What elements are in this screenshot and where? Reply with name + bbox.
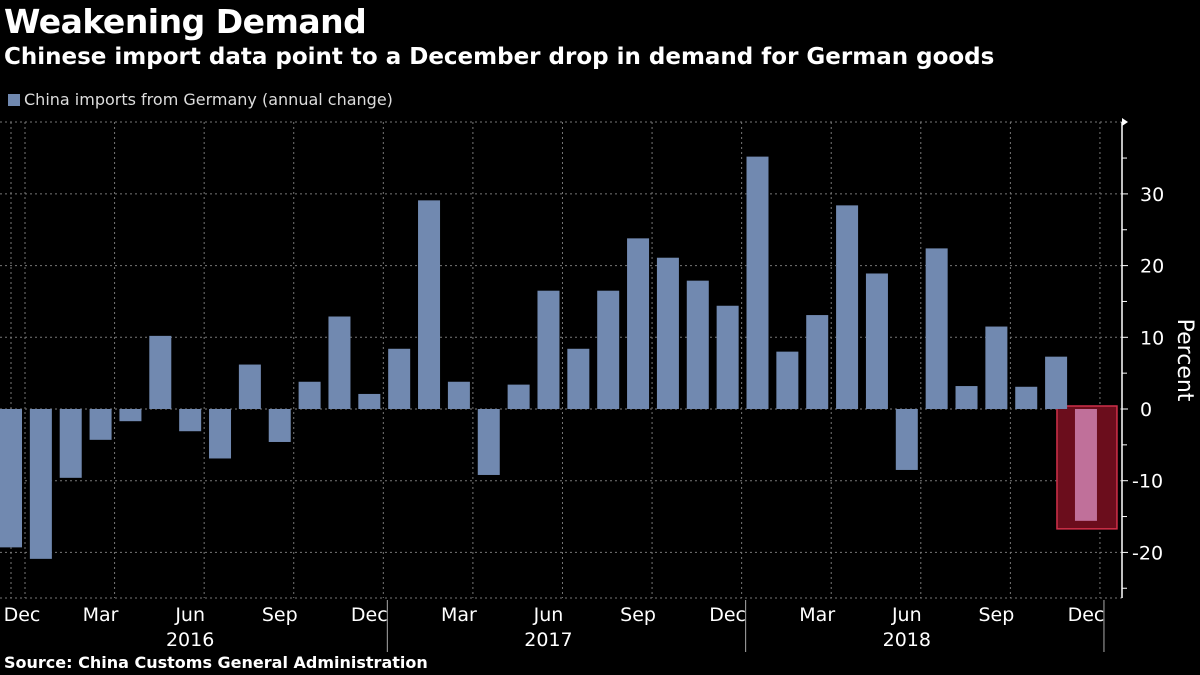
bar xyxy=(925,248,948,409)
y-tick-label: 0 xyxy=(1140,399,1152,421)
bar xyxy=(358,393,381,409)
x-tick-label: Jun xyxy=(533,604,564,626)
bar xyxy=(268,409,291,442)
x-tick-label: Dec xyxy=(351,604,388,626)
bar xyxy=(507,384,530,409)
bar xyxy=(298,381,321,409)
legend-label: China imports from Germany (annual chang… xyxy=(24,90,393,109)
legend-swatch xyxy=(8,93,20,106)
bar xyxy=(238,364,261,409)
bar xyxy=(59,409,82,478)
x-tick-label: Dec xyxy=(709,604,746,626)
bar xyxy=(1074,409,1097,521)
bar xyxy=(627,238,650,409)
bar xyxy=(806,315,829,409)
x-tick-label: Dec xyxy=(4,604,41,626)
bar xyxy=(179,409,202,432)
bar xyxy=(418,200,441,409)
bar xyxy=(955,386,978,409)
source-note: Source: China Customs General Administra… xyxy=(4,653,428,672)
x-tick-label: Sep xyxy=(620,604,656,626)
y-axis-arrow xyxy=(1122,118,1128,126)
y-tick-label: 10 xyxy=(1140,327,1164,349)
bar xyxy=(836,205,859,409)
x-tick-label: Mar xyxy=(799,604,835,626)
chart-subtitle: Chinese import data point to a December … xyxy=(4,44,995,70)
legend: China imports from Germany (annual chang… xyxy=(8,90,393,109)
bar xyxy=(985,326,1008,409)
bar xyxy=(388,348,411,409)
x-tick-label: Sep xyxy=(262,604,298,626)
y-tick-label: -10 xyxy=(1132,471,1163,493)
x-tick-label: Jun xyxy=(891,604,922,626)
x-tick-label: Dec xyxy=(1068,604,1105,626)
bar xyxy=(89,409,112,440)
bar xyxy=(29,409,52,559)
x-tick-label: Mar xyxy=(441,604,477,626)
bar xyxy=(776,351,799,409)
y-tick-label: 30 xyxy=(1140,184,1164,206)
y-axis-label: Percent xyxy=(1172,319,1197,402)
x-tick-label: Jun xyxy=(174,604,205,626)
bar xyxy=(1015,386,1038,409)
bar xyxy=(119,409,142,422)
bar xyxy=(716,305,739,409)
year-label: 2016 xyxy=(166,629,214,651)
x-tick-label: Mar xyxy=(83,604,119,626)
chart-title: Weakening Demand xyxy=(4,2,367,41)
y-tick-label: -20 xyxy=(1132,542,1163,564)
bar xyxy=(597,290,620,409)
bar xyxy=(537,290,560,409)
bar xyxy=(895,409,918,470)
bar xyxy=(0,409,22,548)
bar xyxy=(328,316,351,409)
bar xyxy=(1045,356,1068,409)
bar xyxy=(746,156,769,409)
bar xyxy=(447,381,470,409)
year-label: 2017 xyxy=(524,629,572,651)
bar xyxy=(209,409,232,459)
bar xyxy=(149,335,172,409)
bar xyxy=(656,257,679,409)
bar xyxy=(686,280,709,409)
bar xyxy=(865,273,888,409)
year-label: 2018 xyxy=(883,629,931,651)
y-tick-label: 20 xyxy=(1140,256,1164,278)
bar xyxy=(567,348,590,409)
bar xyxy=(477,409,500,475)
x-tick-label: Sep xyxy=(978,604,1014,626)
